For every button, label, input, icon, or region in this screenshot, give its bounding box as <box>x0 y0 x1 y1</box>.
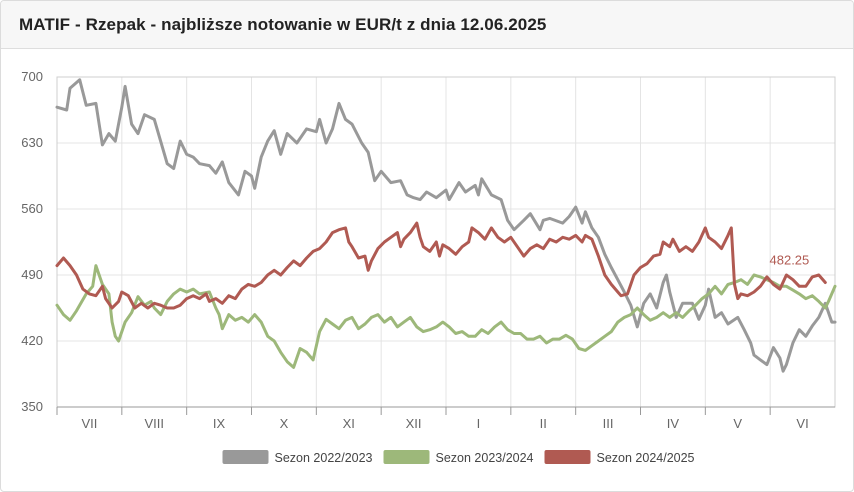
legend-swatch <box>222 450 269 464</box>
legend-label: Sezon 2022/2023 <box>275 451 373 465</box>
y-tick-label: 490 <box>21 267 43 282</box>
x-tick-label: VII <box>81 416 97 431</box>
y-tick-label: 700 <box>21 69 43 84</box>
legend-item-2[interactable]: Sezon 2023/2024 <box>383 450 534 465</box>
legend-label: Sezon 2023/2024 <box>436 451 534 465</box>
legend-label: Sezon 2024/2025 <box>597 451 695 465</box>
x-tick-label: XII <box>406 416 422 431</box>
series-line-1 <box>55 78 837 373</box>
legend-item-3[interactable]: Sezon 2024/2025 <box>544 450 695 465</box>
x-tick-label: XI <box>343 416 355 431</box>
grid <box>57 76 835 408</box>
x-tick-label: V <box>733 416 742 431</box>
x-tick-label: X <box>280 416 289 431</box>
y-tick-label: 560 <box>21 201 43 216</box>
x-tick-label: VI <box>796 416 808 431</box>
x-tick-label: VIII <box>144 416 164 431</box>
x-tick-label: I <box>477 416 481 431</box>
series-line-3 <box>55 221 827 310</box>
legend-swatch <box>383 450 430 464</box>
last-value-label: 482.25 <box>770 253 810 268</box>
series-line-2 <box>55 264 837 369</box>
y-tick-label: 630 <box>21 135 43 150</box>
legend-item-1[interactable]: Sezon 2022/2023 <box>222 450 373 465</box>
x-tick-label: II <box>540 416 547 431</box>
legend-swatch <box>544 450 591 464</box>
data-labels: 482.25 <box>770 253 810 268</box>
series-lines <box>55 78 837 373</box>
legend: Sezon 2022/2023 Sezon 2023/2024 Sezon 2024… <box>222 450 695 465</box>
card-header: MATIF - Rzepak - najbliższe notowanie w … <box>1 1 853 49</box>
chart-title: MATIF - Rzepak - najbliższe notowanie w … <box>19 14 547 34</box>
y-tick-label: 420 <box>21 333 43 348</box>
x-tick-label: IV <box>667 416 680 431</box>
y-tick-label: 350 <box>21 399 43 414</box>
x-tick-label: III <box>603 416 614 431</box>
x-tick-label: IX <box>213 416 226 431</box>
